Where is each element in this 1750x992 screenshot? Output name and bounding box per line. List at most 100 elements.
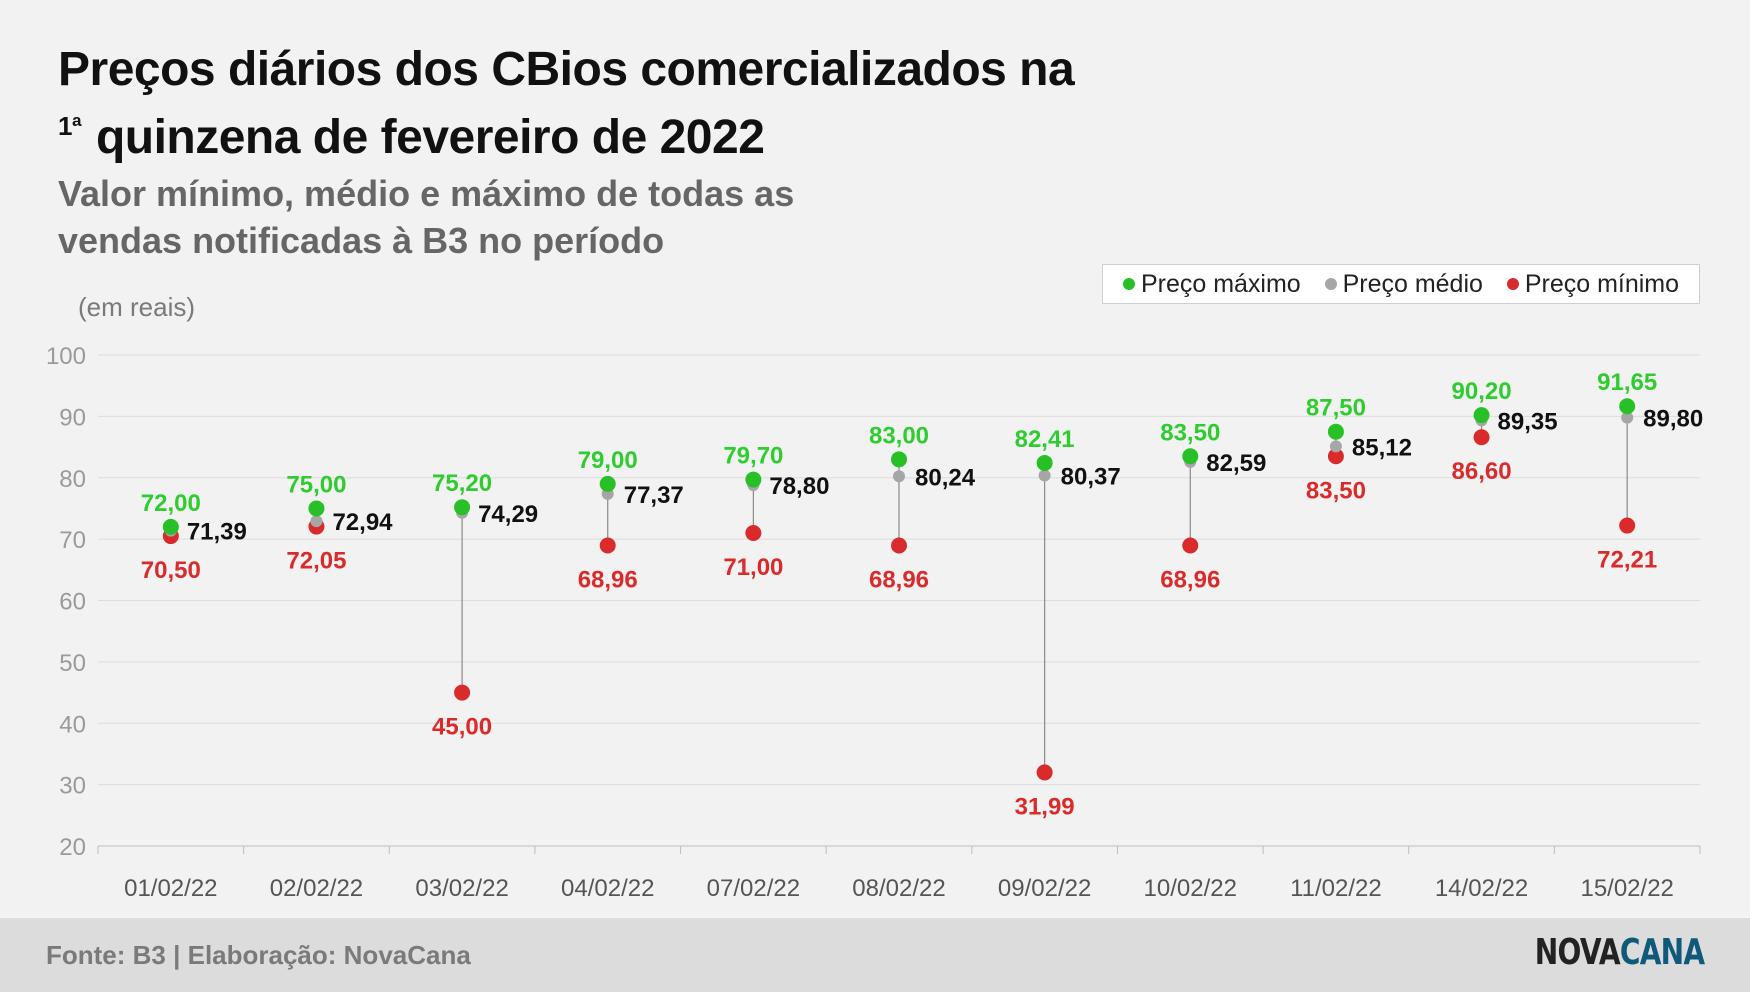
- max-data-label: 79,00: [578, 447, 638, 474]
- max-data-label: 87,50: [1306, 395, 1366, 422]
- min-point: [454, 684, 471, 701]
- max-data-label: 90,20: [1452, 378, 1512, 405]
- min-point: [599, 537, 616, 554]
- avg-data-label: 82,59: [1206, 450, 1266, 477]
- x-tick-label: 03/02/22: [415, 875, 508, 902]
- max-point: [454, 499, 471, 516]
- max-data-label: 82,41: [1015, 426, 1075, 453]
- max-point: [745, 471, 762, 488]
- avg-point: [1038, 469, 1051, 482]
- x-tick-label: 10/02/22: [1144, 875, 1237, 902]
- min-point: [1036, 764, 1053, 781]
- chart-subtitle: Valor mínimo, médio e máximo de todas as…: [58, 170, 794, 264]
- min-data-label: 83,50: [1306, 477, 1366, 504]
- subtitle-line-2: vendas notificadas à B3 no período: [58, 220, 665, 261]
- max-data-label: 91,65: [1597, 369, 1657, 396]
- x-tick-label: 09/02/22: [998, 875, 1091, 902]
- price-range-chart: (em reais) 20 30 40 50 60 70 80 90 100 01/02/22 02/…: [46, 292, 1703, 902]
- max-point: [308, 500, 325, 517]
- x-tick-label: 02/02/22: [270, 875, 363, 902]
- avg-data-label: 74,29: [478, 501, 538, 528]
- avg-point: [1329, 440, 1342, 453]
- x-tick-label: 01/02/22: [124, 875, 217, 902]
- avg-data-label: 89,80: [1643, 406, 1703, 433]
- max-data-label: 72,00: [141, 490, 201, 517]
- avg-point: [893, 470, 905, 483]
- x-tick-label: 04/02/22: [561, 875, 654, 902]
- legend-item-max: Preço máximo: [1122, 269, 1301, 299]
- min-data-label: 71,00: [723, 554, 783, 581]
- avg-data-label: 80,37: [1061, 463, 1121, 490]
- title-line-1: Preços diários dos CBios comercializados…: [58, 43, 1075, 96]
- avg-data-label: 78,80: [769, 473, 829, 500]
- title-line-2: quinzena de fevereiro de 2022: [95, 111, 765, 164]
- min-data-label: 45,00: [432, 714, 492, 741]
- legend-label-min: Preço mínimo: [1524, 269, 1680, 298]
- avg-data-label: 85,12: [1352, 434, 1412, 461]
- min-point: [1327, 448, 1344, 465]
- avg-data-label: 77,37: [624, 482, 684, 509]
- y-tick-label: 80: [59, 466, 86, 493]
- max-point: [891, 451, 907, 468]
- max-point: [162, 518, 179, 535]
- max-point: [1327, 423, 1344, 440]
- max-data-label: 79,70: [723, 443, 783, 470]
- max-data-label: 83,00: [869, 422, 929, 449]
- legend-item-avg: Preço médio: [1324, 269, 1483, 299]
- x-tick-label: 15/02/22: [1580, 875, 1673, 902]
- legend-dot-avg: [1324, 278, 1337, 290]
- chart-legend: Preço máximo Preço médio Preço mínimo: [1102, 264, 1700, 304]
- x-tick-label: 11/02/22: [1290, 875, 1382, 902]
- legend-label-avg: Preço médio: [1342, 269, 1483, 298]
- min-data-label: 31,99: [1015, 793, 1075, 820]
- logo-cana: CANA: [1619, 932, 1705, 973]
- avg-point: [310, 515, 323, 528]
- min-data-label: 72,21: [1597, 547, 1657, 574]
- y-tick-label: 90: [59, 404, 86, 431]
- y-tick-label: 50: [59, 650, 86, 677]
- legend-dot-max: [1122, 278, 1135, 290]
- y-tick-label: 70: [59, 527, 86, 554]
- x-tick-label: 08/02/22: [852, 875, 945, 902]
- title-ordinal: 1ª: [58, 111, 82, 141]
- min-data-label: 68,96: [869, 567, 929, 594]
- avg-data-label: 72,94: [332, 509, 393, 536]
- max-data-label: 75,20: [432, 470, 492, 497]
- max-point: [1182, 448, 1199, 465]
- source-note: Fonte: B3 | Elaboração: NovaCana: [46, 940, 471, 970]
- max-point: [1619, 398, 1636, 415]
- y-axis-label: (em reais): [78, 292, 195, 322]
- min-point: [891, 537, 907, 554]
- legend-dot-min: [1506, 278, 1519, 290]
- min-data-label: 68,96: [578, 567, 638, 594]
- avg-data-label: 89,35: [1498, 408, 1558, 435]
- min-point: [1182, 537, 1199, 554]
- y-tick-label: 60: [59, 589, 86, 616]
- max-point: [1036, 454, 1053, 471]
- y-tick-label: 30: [59, 773, 86, 800]
- subtitle-line-1: Valor mínimo, médio e máximo de todas as: [58, 173, 795, 214]
- chart-title: Preços diários dos CBios comercializados…: [58, 42, 1075, 166]
- y-tick-label: 20: [59, 834, 86, 861]
- max-data-label: 83,50: [1160, 419, 1220, 446]
- min-point: [745, 524, 762, 541]
- legend-label-max: Preço máximo: [1140, 269, 1301, 298]
- x-tick-label: 07/02/22: [707, 875, 800, 902]
- legend-item-min: Preço mínimo: [1506, 269, 1680, 299]
- novacana-logo: NOVACANA: [1534, 932, 1704, 973]
- footer-bar: Fonte: B3 | Elaboração: NovaCana NOVACAN…: [0, 918, 1750, 992]
- max-data-label: 75,00: [286, 471, 346, 498]
- avg-point: [1621, 411, 1634, 424]
- min-point: [1619, 517, 1636, 534]
- y-tick-label: 40: [59, 711, 86, 738]
- max-point: [599, 475, 616, 492]
- max-point: [1473, 407, 1490, 424]
- min-data-label: 86,60: [1452, 458, 1512, 485]
- y-tick-label: 100: [46, 343, 86, 370]
- min-point: [1473, 429, 1490, 446]
- min-data-label: 68,96: [1160, 567, 1220, 594]
- x-tick-label: 14/02/22: [1435, 875, 1528, 902]
- logo-nova: NOVA: [1534, 932, 1620, 973]
- min-data-label: 70,50: [141, 557, 201, 584]
- min-data-label: 72,05: [286, 548, 346, 575]
